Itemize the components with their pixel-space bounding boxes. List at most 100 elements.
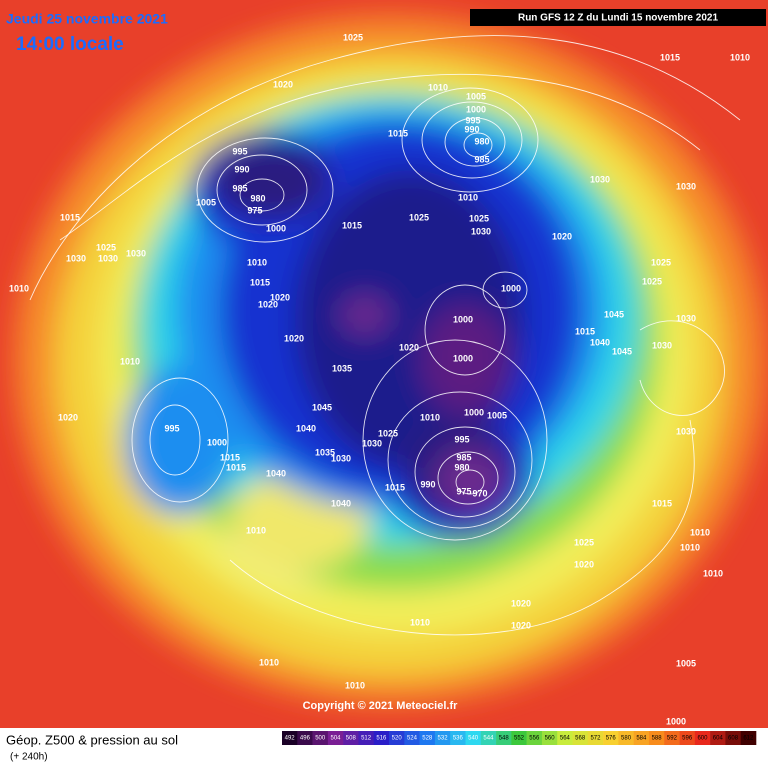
isobar-label: 1010 — [345, 680, 365, 690]
isobar-label: 1030 — [652, 340, 672, 350]
scale-cell — [297, 731, 313, 745]
isobar-label: 995 — [164, 423, 179, 433]
scale-label: 564 — [560, 736, 571, 742]
scale-cell — [694, 731, 711, 745]
scale-cell — [419, 731, 436, 745]
isobar-label: 1010 — [730, 52, 750, 62]
isobar-label: 1015 — [220, 452, 240, 462]
scale-cell — [282, 731, 298, 745]
isobar-label: 1030 — [126, 248, 146, 258]
copyright: Copyright © 2021 Meteociel.fr — [303, 700, 459, 712]
isobar-label: 1015 — [652, 498, 672, 508]
forecast-date: Jeudi 25 novembre 2021 — [6, 11, 168, 27]
isobar-label: 1005 — [676, 658, 696, 668]
isobar-label: 1015 — [660, 52, 680, 62]
isobar-label: 1020 — [399, 342, 419, 352]
isobar-label: 1025 — [574, 537, 594, 547]
isobar-label: 1030 — [98, 253, 118, 263]
isobar-label: 1020 — [552, 231, 572, 241]
scale-cell — [679, 731, 696, 745]
isobar-label: 1000 — [266, 223, 286, 233]
isobar-label: 1030 — [676, 426, 696, 436]
isobar-label: 1025 — [651, 257, 671, 267]
color-scale: 492 496 500 504 508 512 516 520 524 528 532 536 540 5… — [282, 731, 757, 745]
isobar-label: 980 — [474, 136, 489, 146]
scale-label: 572 — [590, 736, 601, 742]
isobar-label: 1015 — [250, 277, 270, 287]
isobar-label: 1005 — [196, 197, 216, 207]
run-box — [470, 9, 766, 26]
scale-label: 528 — [422, 736, 433, 742]
isobar-label: 1025 — [642, 276, 662, 286]
scale-cell — [618, 731, 634, 745]
isobar-label: 975 — [247, 205, 262, 215]
isobar-label: 1025 — [343, 32, 363, 42]
scale-label: 544 — [483, 736, 494, 742]
isobar-label: 1010 — [680, 542, 700, 552]
scale-cell — [434, 731, 451, 745]
scale-label: 504 — [331, 736, 342, 742]
isobar-label: 1020 — [511, 598, 531, 608]
scale-label: 496 — [300, 736, 311, 742]
isobar-label: 1010 — [246, 525, 266, 535]
scale-cell — [389, 731, 405, 745]
isobar-label: 995 — [232, 146, 247, 156]
scale-cell — [633, 731, 650, 745]
isobar-label: 1010 — [9, 283, 29, 293]
scale-cell — [496, 731, 512, 745]
isobar-label: 975 — [456, 486, 471, 496]
isobar-label: 1020 — [270, 292, 290, 302]
isobar-label: 1010 — [259, 657, 279, 667]
isobar-label: 1015 — [575, 326, 595, 336]
scale-cell — [603, 731, 619, 745]
scale-cell — [664, 731, 680, 745]
scale-cell — [373, 731, 390, 745]
scale-cell — [710, 731, 726, 745]
scale-label: 492 — [285, 736, 296, 742]
isobar-label: 1045 — [612, 346, 632, 356]
scale-cell — [572, 731, 589, 745]
isobar-label: 1030 — [66, 253, 86, 263]
scale-cell — [587, 731, 604, 745]
scale-label: 600 — [697, 736, 708, 742]
isobar-label: 1040 — [331, 498, 351, 508]
isobar-label: 1025 — [96, 242, 116, 252]
footer-lead: (+ 240h) — [10, 752, 48, 763]
scale-label: 596 — [682, 736, 693, 742]
isobar-label: 1025 — [378, 428, 398, 438]
isobar-label: 1030 — [590, 174, 610, 184]
scale-label: 588 — [652, 736, 663, 742]
isobar-label: 1000 — [453, 353, 473, 363]
isobar-label: 1010 — [458, 192, 478, 202]
isobar-label: 1010 — [703, 568, 723, 578]
scale-cell — [358, 731, 375, 745]
scale-label: 524 — [407, 736, 418, 742]
isobar-label: 995 — [465, 115, 480, 125]
scale-cell — [557, 731, 573, 745]
scale-label: 532 — [438, 736, 449, 742]
isobar-label: 1015 — [388, 128, 408, 138]
scale-cell — [327, 731, 344, 745]
isobar-label: 985 — [456, 452, 471, 462]
isobar-label: 985 — [474, 154, 489, 164]
scale-label: 604 — [713, 736, 724, 742]
isobar-label: 1030 — [471, 226, 491, 236]
isobar-label: 1010 — [690, 527, 710, 537]
isobar-label: 1020 — [574, 559, 594, 569]
map-field: Run GFS 12 Z du Lundi 15 novembre 2021 J… — [0, 0, 768, 728]
isobar-label: 1030 — [362, 438, 382, 448]
scale-label: 608 — [728, 736, 739, 742]
scale-label: 580 — [621, 736, 632, 742]
isobar-label: 995 — [454, 434, 469, 444]
isobar-label: 1020 — [58, 412, 78, 422]
scale-cell — [526, 731, 543, 745]
isobar-label: 1000 — [466, 104, 486, 114]
scale-label: 556 — [529, 736, 540, 742]
scale-cell — [312, 731, 329, 745]
isobar-label: 1020 — [511, 620, 531, 630]
footer-title: Géop. Z500 & pression au sol — [6, 732, 178, 747]
isobar-label: 1000 — [464, 407, 484, 417]
scale-cell — [648, 731, 665, 745]
